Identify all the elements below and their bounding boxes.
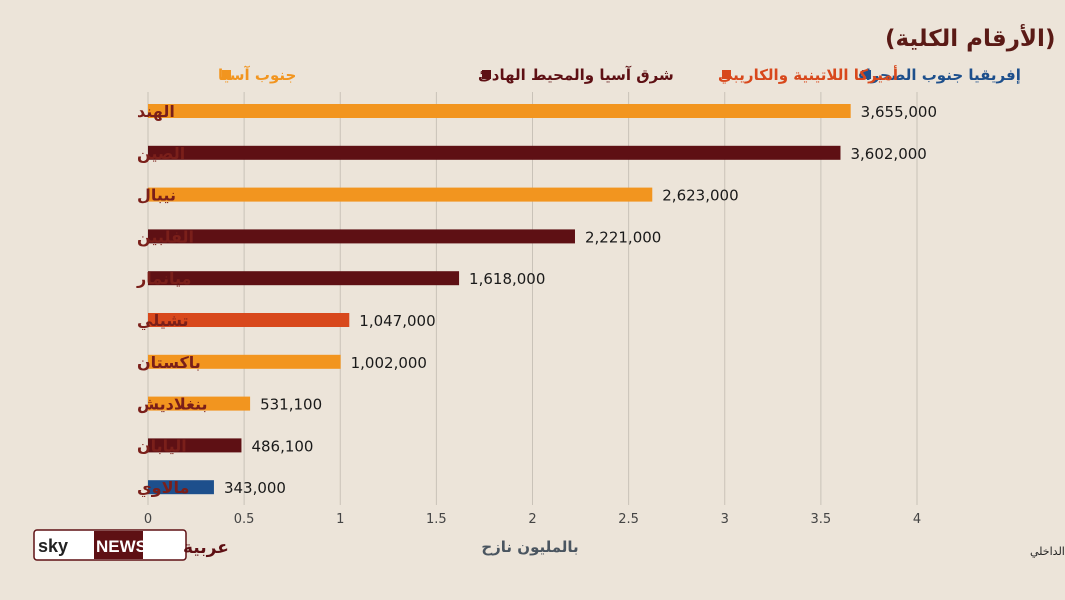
x-tick-label: 3.5 <box>811 512 832 527</box>
bar <box>148 187 653 202</box>
data-label: 3,655,000 <box>861 103 937 121</box>
category-label: نيبال <box>137 186 176 205</box>
data-label: 3,602,000 <box>850 145 926 163</box>
bar <box>148 313 350 327</box>
x-tick-label: 4 <box>913 512 921 527</box>
x-tick-label: 2.5 <box>618 512 639 527</box>
bar <box>148 354 341 369</box>
bar <box>148 480 214 495</box>
legend-label: شرق آسيا والمحيط الهادئ <box>478 66 674 84</box>
svg-text:NEWS: NEWS <box>96 537 147 556</box>
data-label: 2,221,000 <box>585 228 661 246</box>
legend-swatch <box>862 70 871 79</box>
x-tick-label: 1.5 <box>426 512 447 527</box>
svg-text:عربية: عربية <box>183 538 229 558</box>
chart-title: النازحون الجدد جراء الكوارث الجديدة عام … <box>885 23 1065 52</box>
data-label: 1,047,000 <box>359 312 435 330</box>
bar <box>148 438 242 453</box>
bar <box>148 271 460 286</box>
x-axis-ticks: 0 0.5 1 1.5 2 2.5 3 3.5 4 <box>144 512 921 527</box>
x-axis-label: بالمليون نازح <box>481 538 578 556</box>
svg-text:sky: sky <box>38 536 68 556</box>
gridlines <box>147 92 918 505</box>
category-label: تشيلي <box>137 311 189 331</box>
legend-label: جنوب آسيا <box>218 66 296 84</box>
x-tick-label: 3 <box>721 512 729 527</box>
bar <box>148 396 251 411</box>
x-tick-label: 0 <box>144 512 152 527</box>
x-tick-label: 1 <box>336 512 344 527</box>
data-label: 1,002,000 <box>351 354 427 372</box>
legend-label: أميركا اللاتينية والكاريبي <box>718 65 898 84</box>
bar <box>148 145 841 160</box>
bar <box>148 104 851 118</box>
category-label: اليابان <box>137 436 187 455</box>
source-note: المصدر: مرصد اوضاع النزوح الداخلي <box>1030 545 1065 558</box>
bars: 3,655,000 الهند 3,602,000 الصين 2,623,000 نيب… <box>136 102 937 498</box>
category-label: ميانمار <box>136 269 191 288</box>
legend-label: إفريقيا جنوب الصحراء <box>858 66 1021 84</box>
data-label: 486,100 <box>251 437 313 455</box>
category-label: الصين <box>137 144 185 163</box>
category-label: بنغلاديش <box>137 395 208 414</box>
data-label: 343,000 <box>224 479 286 497</box>
category-label: الهند <box>137 102 175 121</box>
category-label: الفلبين <box>137 227 194 246</box>
x-tick-label: 0.5 <box>234 512 255 527</box>
category-label: مالاوي <box>137 478 189 498</box>
bar <box>148 229 575 244</box>
x-tick-label: 2 <box>528 512 536 527</box>
data-label: 2,623,000 <box>662 187 738 205</box>
legend-swatch <box>482 70 491 79</box>
data-label: 531,100 <box>260 396 322 414</box>
data-label: 1,618,000 <box>469 270 545 288</box>
legend-swatch <box>722 70 731 79</box>
sky-news-arabia-logo: sky NEWS عربية <box>33 529 229 561</box>
category-label: باكستان <box>137 353 201 372</box>
legend-swatch <box>222 70 231 79</box>
